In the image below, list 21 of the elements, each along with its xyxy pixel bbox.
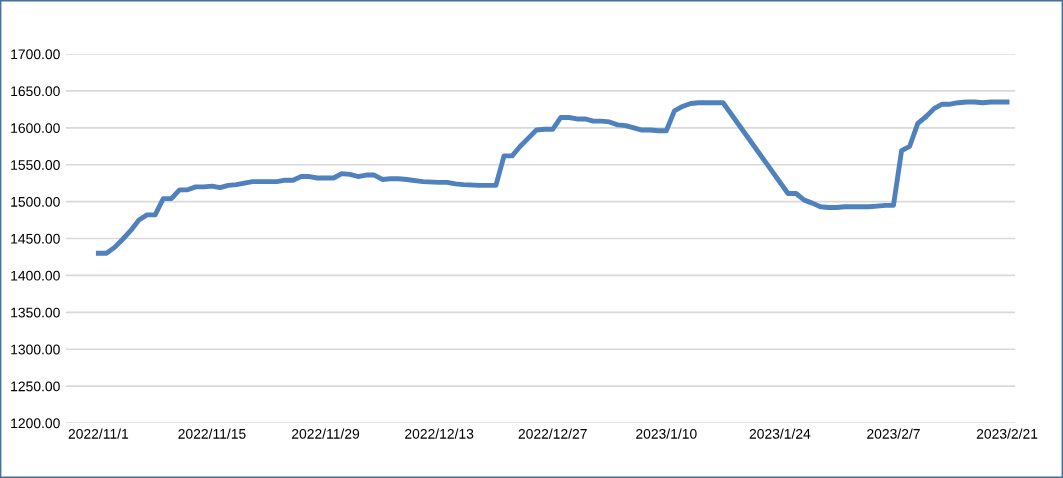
y-tick-label: 1650.00 (11, 86, 60, 97)
x-tick-label: 2022/11/1 (68, 428, 129, 439)
y-tick-label: 1300.00 (11, 344, 60, 355)
x-tick-label: 2023/1/24 (749, 428, 811, 439)
y-tick-label: 1550.00 (11, 160, 60, 170)
x-tick-label: 2022/11/29 (291, 428, 360, 439)
x-tick-label: 2023/2/7 (867, 428, 920, 439)
y-tick-label: 1600.00 (11, 123, 60, 133)
y-tick-label: 1400.00 (11, 270, 60, 281)
y-tick-label: 1450.00 (11, 233, 60, 244)
x-tick-label: 2022/12/13 (405, 428, 474, 439)
y-tick-label: 1250.00 (11, 381, 60, 392)
y-tick-label: 1200.00 (11, 418, 60, 429)
y-tick-label: 1350.00 (11, 307, 60, 318)
y-tick-label: 1700.00 (11, 49, 60, 60)
x-tick-label: 2023/1/10 (636, 428, 697, 439)
y-tick-label: 1500.00 (11, 196, 60, 207)
x-tick-label: 2022/11/15 (178, 428, 246, 439)
x-tick-label: 2022/12/27 (518, 428, 587, 439)
line-series (95, 99, 1010, 256)
x-tick-label: 2023/2/21 (976, 428, 1038, 439)
